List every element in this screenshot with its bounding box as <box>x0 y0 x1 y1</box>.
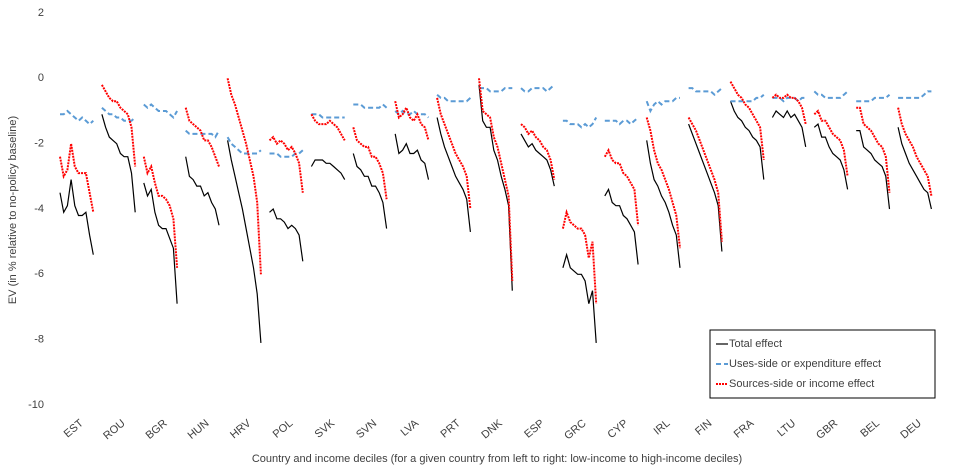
x-axis-label: Country and income deciles (for a given … <box>252 453 742 465</box>
series-line <box>227 140 262 343</box>
series-line <box>226 78 262 275</box>
series-line <box>562 252 597 343</box>
series-line <box>561 208 598 304</box>
x-tick-label: LTU <box>775 417 798 439</box>
x-tick-label: DNK <box>479 417 505 442</box>
series-line <box>143 182 178 304</box>
series-line <box>352 153 388 229</box>
x-tick-label: LVA <box>399 417 422 439</box>
series-line <box>436 93 472 103</box>
series-line <box>520 84 555 93</box>
series-line <box>645 96 680 114</box>
series-line <box>771 93 807 125</box>
series-line <box>604 116 639 126</box>
x-tick-label: DEU <box>898 417 924 441</box>
y-axis-label: EV (in % relative to no-policy baseline) <box>7 116 19 304</box>
y-tick-label: -2 <box>34 138 44 150</box>
series-line <box>269 149 304 158</box>
series-line <box>478 78 514 281</box>
series-line <box>268 135 304 193</box>
x-tick-label: CYP <box>606 417 631 441</box>
series-line <box>771 109 807 148</box>
x-tick-label: FRA <box>732 417 757 441</box>
series-line <box>813 90 849 99</box>
x-tick-label: PRT <box>439 417 464 440</box>
series-line <box>394 100 430 141</box>
series-line <box>479 87 513 93</box>
x-tick-label: IRL <box>652 417 673 437</box>
y-tick-label: -4 <box>34 203 44 215</box>
series-line <box>856 93 891 103</box>
series-line <box>436 117 471 232</box>
x-tick-label: SVN <box>354 417 379 441</box>
y-tick-label: 2 <box>38 7 44 19</box>
series-line <box>311 113 345 119</box>
legend-box <box>709 329 936 399</box>
series-line <box>520 133 555 187</box>
series-line <box>310 113 346 141</box>
y-tick-label: -6 <box>34 268 44 280</box>
y-tick-label: -8 <box>34 334 44 346</box>
series-line <box>60 109 94 126</box>
x-tick-label: HRV <box>228 417 254 441</box>
x-tick-label: FIN <box>693 417 714 438</box>
x-tick-label: BGR <box>144 417 170 442</box>
series-line <box>310 159 346 180</box>
series-line <box>520 123 556 180</box>
series-line <box>562 117 598 129</box>
x-tick-label: EST <box>62 417 86 440</box>
series-line <box>772 96 806 103</box>
series-line <box>269 207 304 262</box>
series-line <box>185 129 220 139</box>
series-line <box>353 103 388 109</box>
series-line <box>729 100 765 180</box>
series-line <box>603 147 640 226</box>
series-line <box>394 109 430 119</box>
series-line <box>813 109 849 177</box>
series-line <box>352 127 388 200</box>
series-line <box>856 130 891 210</box>
x-tick-label: GRC <box>562 417 588 442</box>
series-line <box>143 103 178 120</box>
series-line <box>646 140 681 268</box>
series-line <box>394 133 430 180</box>
series-line <box>688 87 723 97</box>
x-tick-label: SVK <box>313 417 338 441</box>
series-line <box>856 106 891 193</box>
series-line <box>436 97 472 210</box>
series-line <box>604 187 639 265</box>
x-tick-label: GBR <box>814 417 840 442</box>
series-line <box>898 90 932 99</box>
series-line <box>59 179 94 255</box>
y-tick-label: -10 <box>28 399 44 411</box>
series-line <box>226 136 262 155</box>
series-line <box>185 156 220 226</box>
series-line <box>478 84 513 291</box>
series-line <box>729 81 765 161</box>
series-line <box>897 127 932 210</box>
series-line <box>688 123 723 252</box>
legend-label: Uses-side or expenditure effect <box>729 358 881 370</box>
x-tick-label: ROU <box>101 417 127 442</box>
series-line <box>101 106 136 122</box>
series-line <box>730 93 765 103</box>
legend-label: Total effect <box>729 338 782 350</box>
series-line <box>101 114 136 213</box>
series-line <box>645 117 681 249</box>
series-line <box>59 143 95 213</box>
series-line <box>897 107 933 197</box>
series-line <box>184 107 220 167</box>
x-tick-label: ESP <box>522 417 547 440</box>
series-line <box>101 84 137 167</box>
series-line <box>813 123 849 190</box>
x-tick-label: BEL <box>858 417 882 440</box>
series-line <box>142 156 179 268</box>
y-tick-label: 0 <box>38 72 44 84</box>
legend-label: Sources-side or income effect <box>729 378 874 390</box>
x-tick-label: HUN <box>186 417 212 442</box>
x-tick-label: POL <box>271 417 296 440</box>
